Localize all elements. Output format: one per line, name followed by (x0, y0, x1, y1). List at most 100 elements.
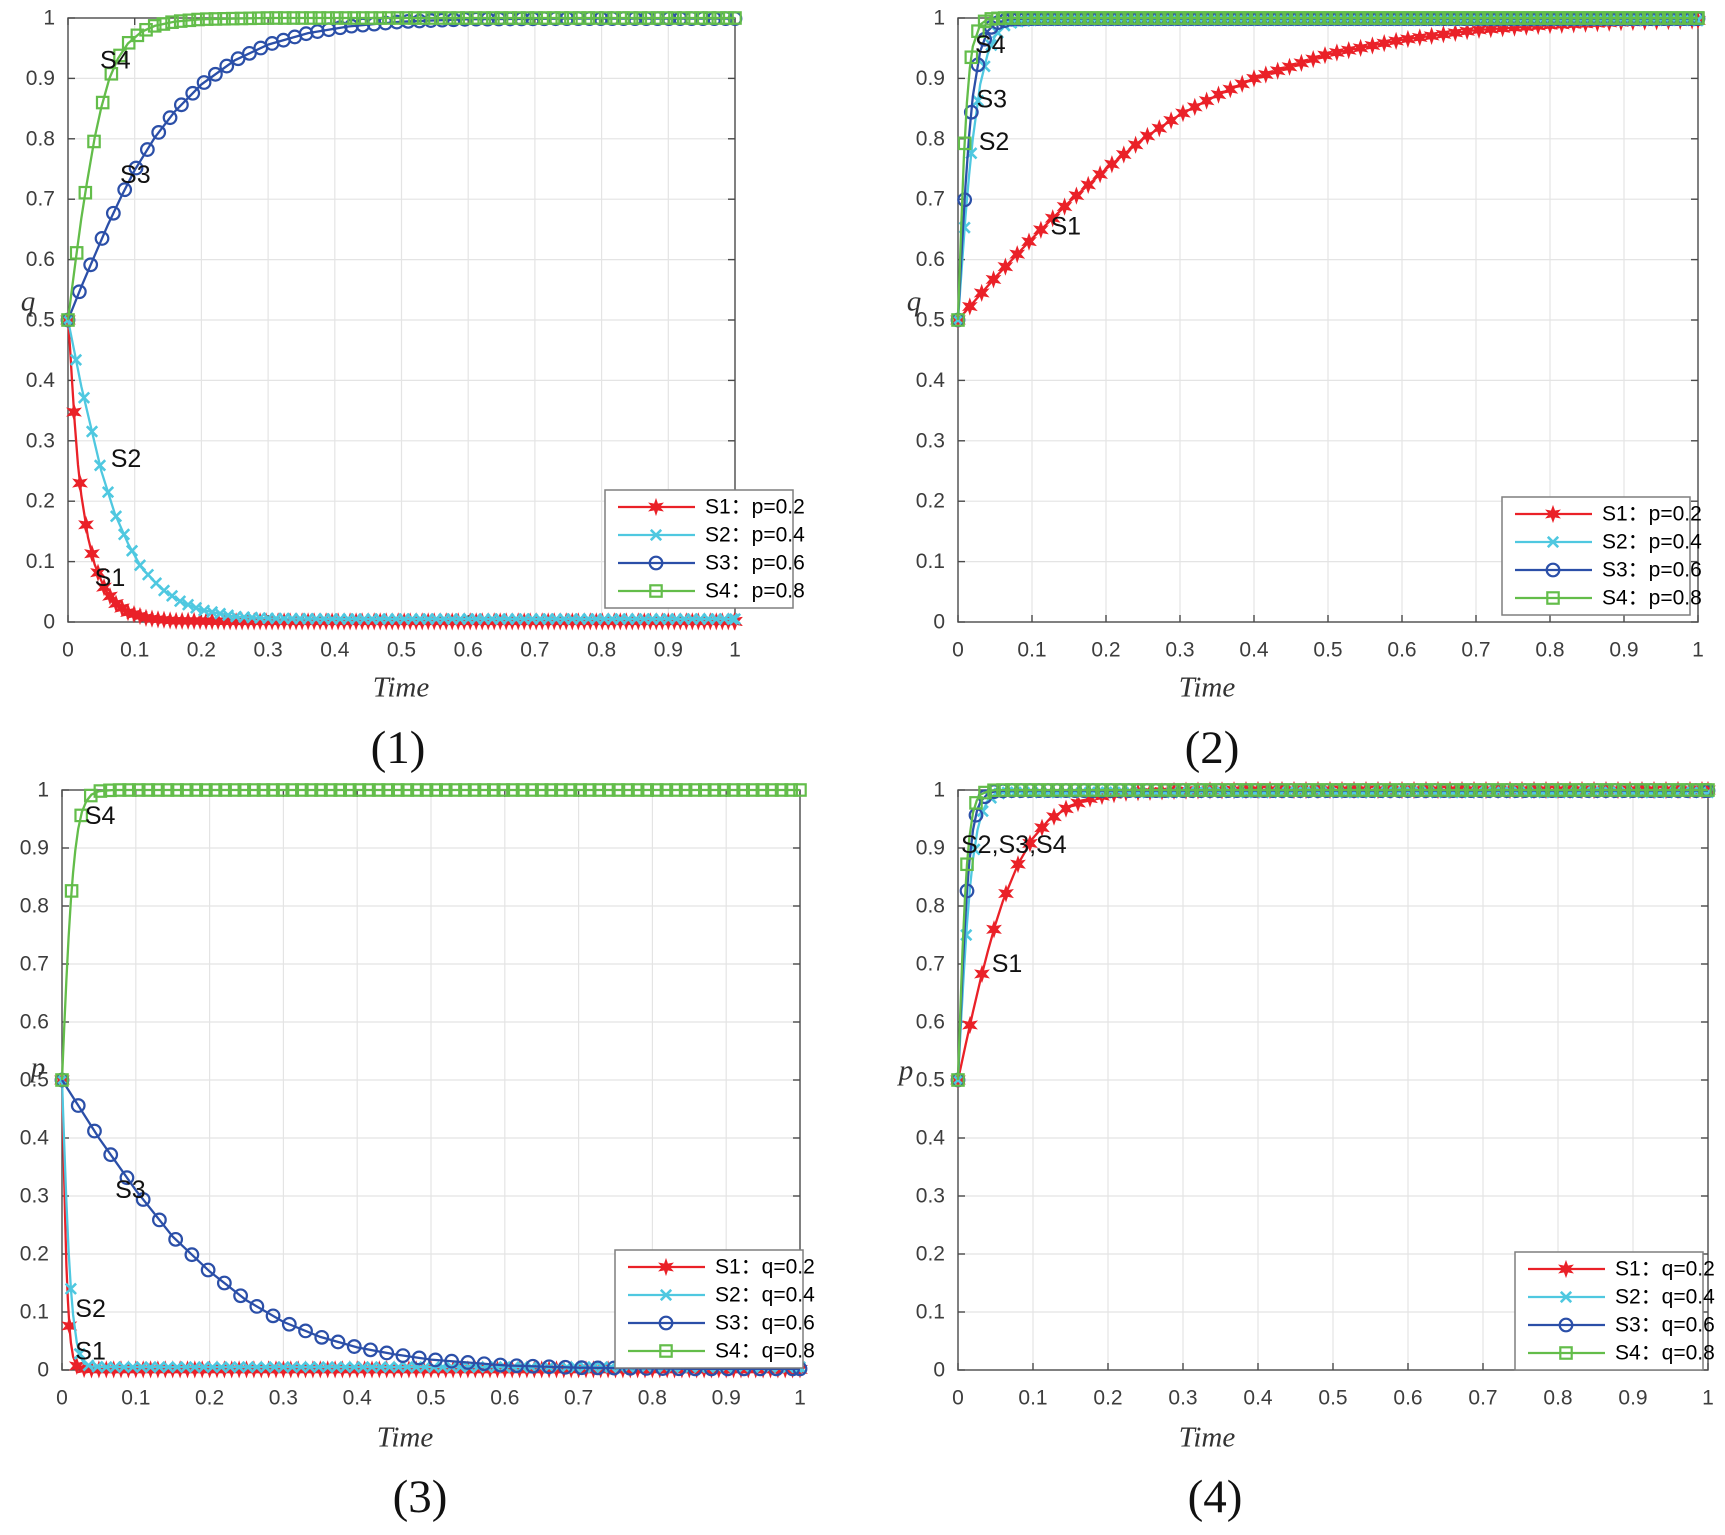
x-tick-label: 0.8 (1543, 1387, 1572, 1410)
square-marker (147, 19, 162, 33)
legend: S1：p=0.2 S2：p=0.4 S3：p=0.6 S4：p=0.8 (604, 489, 805, 609)
x-marker (100, 1360, 113, 1374)
square-marker (668, 11, 682, 25)
square-marker (277, 11, 292, 25)
square-marker (95, 95, 110, 110)
y-tick-label: 0.8 (26, 127, 55, 150)
tick-labels: 0 0.1 0.2 0.3 0.4 0.5 0.6 0.7 0.8 0.9 1 0 0.1 0.2 0.3 0… (26, 7, 741, 662)
square-marker (286, 11, 301, 25)
square-marker (182, 13, 197, 28)
square-marker (688, 783, 703, 797)
square-marker (416, 11, 431, 25)
square-marker (477, 11, 492, 25)
series-S4-markers (61, 11, 742, 327)
legend-box (1501, 496, 1691, 616)
square-marker (55, 1073, 69, 1087)
square-marker (165, 15, 179, 29)
x-marker (181, 598, 195, 611)
x-marker (69, 353, 83, 366)
series-S4-line (956, 16, 1698, 321)
square-marker (1158, 783, 1172, 797)
legend-label-S3: S3：q=0.6 (715, 1312, 815, 1335)
square-marker (1176, 783, 1190, 797)
ylabel-panel-2: q (906, 285, 922, 318)
x-marker (1559, 1290, 1573, 1304)
square-marker (1590, 783, 1604, 797)
square-marker (685, 11, 700, 25)
x-tick-label: 1 (729, 639, 741, 662)
series-annotation-S3: S3 (120, 161, 151, 189)
y-tick-label: 0.7 (26, 188, 55, 211)
circle-marker (330, 1334, 346, 1350)
square-marker (978, 785, 992, 800)
hexagram-marker (1558, 1259, 1574, 1279)
hexagram-marker (1068, 186, 1085, 205)
y-tick-label: 0.2 (916, 490, 945, 513)
y-tick-label: 0.9 (916, 837, 945, 860)
square-marker (1482, 783, 1496, 797)
legend-label-S4: S4：q=0.8 (715, 1340, 815, 1363)
y-tick-label: 0.7 (916, 188, 945, 211)
hexagram-marker (1545, 504, 1561, 524)
square-marker (1608, 783, 1622, 797)
square-marker (784, 783, 798, 797)
x-tick-label: 0.9 (712, 1387, 741, 1410)
x-tick-label: 0.3 (269, 1387, 298, 1410)
legend: S1：q=0.2 S2：q=0.4 S3：q=0.6 S4：q=0.8 (614, 1249, 815, 1369)
square-marker (669, 783, 683, 797)
square-marker (1701, 783, 1715, 797)
y-tick-label: 0.7 (916, 953, 945, 976)
y-tick-label: 0.2 (916, 1243, 945, 1266)
square-marker (573, 783, 587, 797)
hexagram-marker (1340, 41, 1357, 60)
x-tick-label: 0.7 (564, 1387, 593, 1410)
square-marker (410, 783, 424, 797)
square-marker (649, 584, 663, 598)
square-marker (1284, 783, 1298, 797)
circle-marker (208, 66, 223, 82)
square-marker (1536, 783, 1550, 797)
x-marker (985, 39, 998, 52)
square-marker (131, 783, 146, 797)
x-tick-label: 0.2 (187, 639, 216, 662)
x-tick-label: 0 (952, 1387, 964, 1410)
square-marker (774, 783, 789, 797)
x-marker (77, 391, 91, 404)
square-marker (1455, 783, 1469, 797)
x-marker (117, 1360, 131, 1374)
x-tick-label: 0.5 (1313, 639, 1342, 662)
square-marker (602, 783, 616, 797)
series-S4 (61, 11, 742, 327)
x-marker (971, 94, 985, 107)
circle-marker (590, 1360, 606, 1376)
x-tick-label: 0.1 (120, 639, 149, 662)
square-marker (621, 783, 635, 797)
circle-marker (151, 124, 167, 140)
square-marker (512, 11, 526, 25)
hexagram-marker (658, 1257, 674, 1277)
square-marker (726, 783, 741, 797)
legend-box (614, 1249, 804, 1369)
x-marker (259, 1360, 272, 1374)
x-marker (73, 1347, 86, 1360)
x-tick-label: 0.5 (416, 1387, 445, 1410)
x-tick-label: 0.4 (320, 639, 350, 662)
square-marker (1617, 783, 1631, 797)
square-marker (1500, 783, 1514, 797)
square-marker (151, 783, 165, 797)
series-annotation-S3: S3 (977, 86, 1008, 114)
square-marker (217, 11, 231, 26)
hexagram-marker (985, 270, 1002, 289)
square-marker (1437, 783, 1451, 797)
y-tick-label: 0.1 (20, 1301, 49, 1324)
circle-marker (346, 1339, 362, 1354)
circle-marker (428, 1352, 443, 1368)
circle-marker (94, 231, 110, 246)
square-marker (1419, 783, 1433, 797)
hexagram-marker (1070, 793, 1086, 813)
square-marker (1266, 783, 1280, 797)
x-marker (135, 1360, 148, 1374)
square-marker (964, 50, 979, 65)
circle-marker (314, 1329, 330, 1345)
series-annotation-S1: S1 (95, 564, 126, 592)
